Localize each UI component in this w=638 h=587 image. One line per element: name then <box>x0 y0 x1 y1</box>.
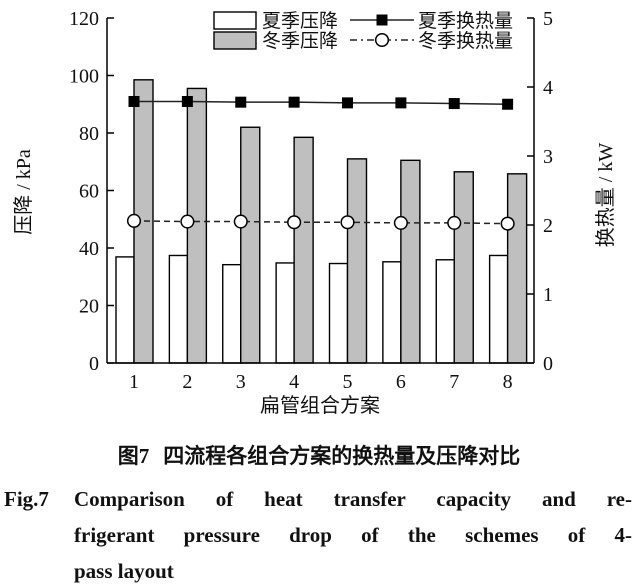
x-tick-label: 2 <box>182 371 192 393</box>
marker-summer-heat <box>502 98 514 110</box>
legend-swatch-winter-pressure <box>213 31 257 50</box>
caption-en-label: Fig.7 <box>4 487 49 511</box>
marker-winter-heat <box>340 215 355 230</box>
caption-english: Fig.7 Comparison of heat transfer capaci… <box>0 481 638 587</box>
marker-summer-heat <box>288 96 300 108</box>
left-tick-label: 20 <box>79 296 99 318</box>
bar-winter-pressure <box>240 126 261 364</box>
legend-marker-filled-square <box>376 14 388 26</box>
line-winter-heat <box>133 220 508 225</box>
bar-summer-pressure <box>328 262 349 364</box>
bar-summer-pressure <box>115 256 135 364</box>
marker-winter-heat <box>500 216 515 231</box>
marker-winter-heat <box>447 215 462 230</box>
left-tick-label: 120 <box>69 8 99 30</box>
marker-winter-heat <box>126 213 142 228</box>
bar-winter-pressure <box>506 173 528 364</box>
marker-summer-heat <box>395 97 407 109</box>
right-axis-title: 换热量 / kW <box>594 143 617 248</box>
marker-winter-heat <box>287 215 302 230</box>
x-tick-label: 6 <box>396 371 406 393</box>
x-axis-title: 扁管组合方案 <box>260 394 380 417</box>
marker-winter-heat <box>180 214 195 229</box>
right-tick-label: 1 <box>543 284 553 306</box>
bar-winter-pressure <box>293 136 314 364</box>
x-tick-label: 8 <box>503 371 513 393</box>
chart: 0 20 40 60 80 100 120 0 1 2 3 4 5 1 2 3 4 5 6 7 8 压降 / kPa 换… <box>12 8 617 417</box>
bar-summer-pressure <box>222 263 242 364</box>
x-tick-label: 4 <box>289 371 299 393</box>
bar-summer-pressure <box>488 254 509 364</box>
legend-marker-open-circle <box>374 32 390 48</box>
bar-summer-pressure <box>275 262 295 364</box>
axes-layer <box>106 17 535 364</box>
caption-en-lines: Comparison of heat transfer capacity and… <box>74 481 632 587</box>
marker-winter-heat <box>233 214 248 229</box>
legend-label-winter-heat: 冬季换热量 <box>418 30 513 52</box>
bar-winter-pressure <box>346 158 368 364</box>
marker-summer-heat <box>235 96 247 108</box>
legend-label-summer-pressure: 夏季压降 <box>262 10 338 32</box>
x-tick-label: 5 <box>343 371 353 393</box>
bar-summer-pressure <box>435 259 455 364</box>
marker-summer-heat <box>128 95 140 107</box>
x-tick-label: 3 <box>236 371 246 393</box>
left-tick-label: 0 <box>89 353 99 375</box>
right-tick-label: 0 <box>543 353 553 375</box>
left-tick-label: 80 <box>79 123 99 145</box>
bar-summer-pressure <box>168 254 189 364</box>
caption-chinese: 图7 四流程各组合方案的换热量及压降对比 <box>0 441 638 471</box>
right-tick-label: 5 <box>543 8 553 30</box>
right-tick-label: 4 <box>543 77 553 99</box>
x-tick-label: 1 <box>129 371 139 393</box>
caption-en-line: pass layout <box>74 559 174 583</box>
marker-summer-heat <box>448 98 460 110</box>
left-tick-label: 60 <box>79 181 99 203</box>
legend: 夏季压降 冬季压降 夏季换热量 冬季换热量 <box>213 10 513 52</box>
caption-zh-label: 图7 <box>117 444 150 468</box>
bar-summer-pressure <box>382 261 402 364</box>
caption-zh-text: 四流程各组合方案的换热量及压降对比 <box>163 444 521 468</box>
marker-summer-heat <box>342 97 353 109</box>
left-tick-label: 100 <box>69 66 99 88</box>
line-summer-heat <box>134 100 508 105</box>
caption-en-line: frigerant pressure drop of the schemes o… <box>74 523 632 547</box>
x-tick-label: 7 <box>449 371 459 393</box>
legend-label-summer-heat: 夏季换热量 <box>418 10 513 32</box>
left-axis-title: 压降 / kPa <box>12 149 35 235</box>
bar-winter-pressure <box>453 171 474 364</box>
caption-en-line: Comparison of heat transfer capacity and… <box>74 487 632 511</box>
legend-swatch-summer-pressure <box>213 11 257 30</box>
marker-summer-heat <box>181 95 193 107</box>
lines-layer <box>126 95 515 231</box>
tick-labels-layer: 0 20 40 60 80 100 120 0 1 2 3 4 5 1 2 3 4 5 6 7 8 <box>69 8 553 393</box>
figure-caption: 图7 四流程各组合方案的换热量及压降对比 Fig.7 Comparison of … <box>0 441 638 587</box>
right-tick-label: 3 <box>543 146 553 168</box>
legend-label-winter-pressure: 冬季压降 <box>262 30 338 52</box>
left-tick-label: 40 <box>79 238 99 260</box>
bar-winter-pressure <box>400 159 421 364</box>
right-tick-label: 2 <box>543 215 553 237</box>
marker-winter-heat <box>393 215 408 230</box>
